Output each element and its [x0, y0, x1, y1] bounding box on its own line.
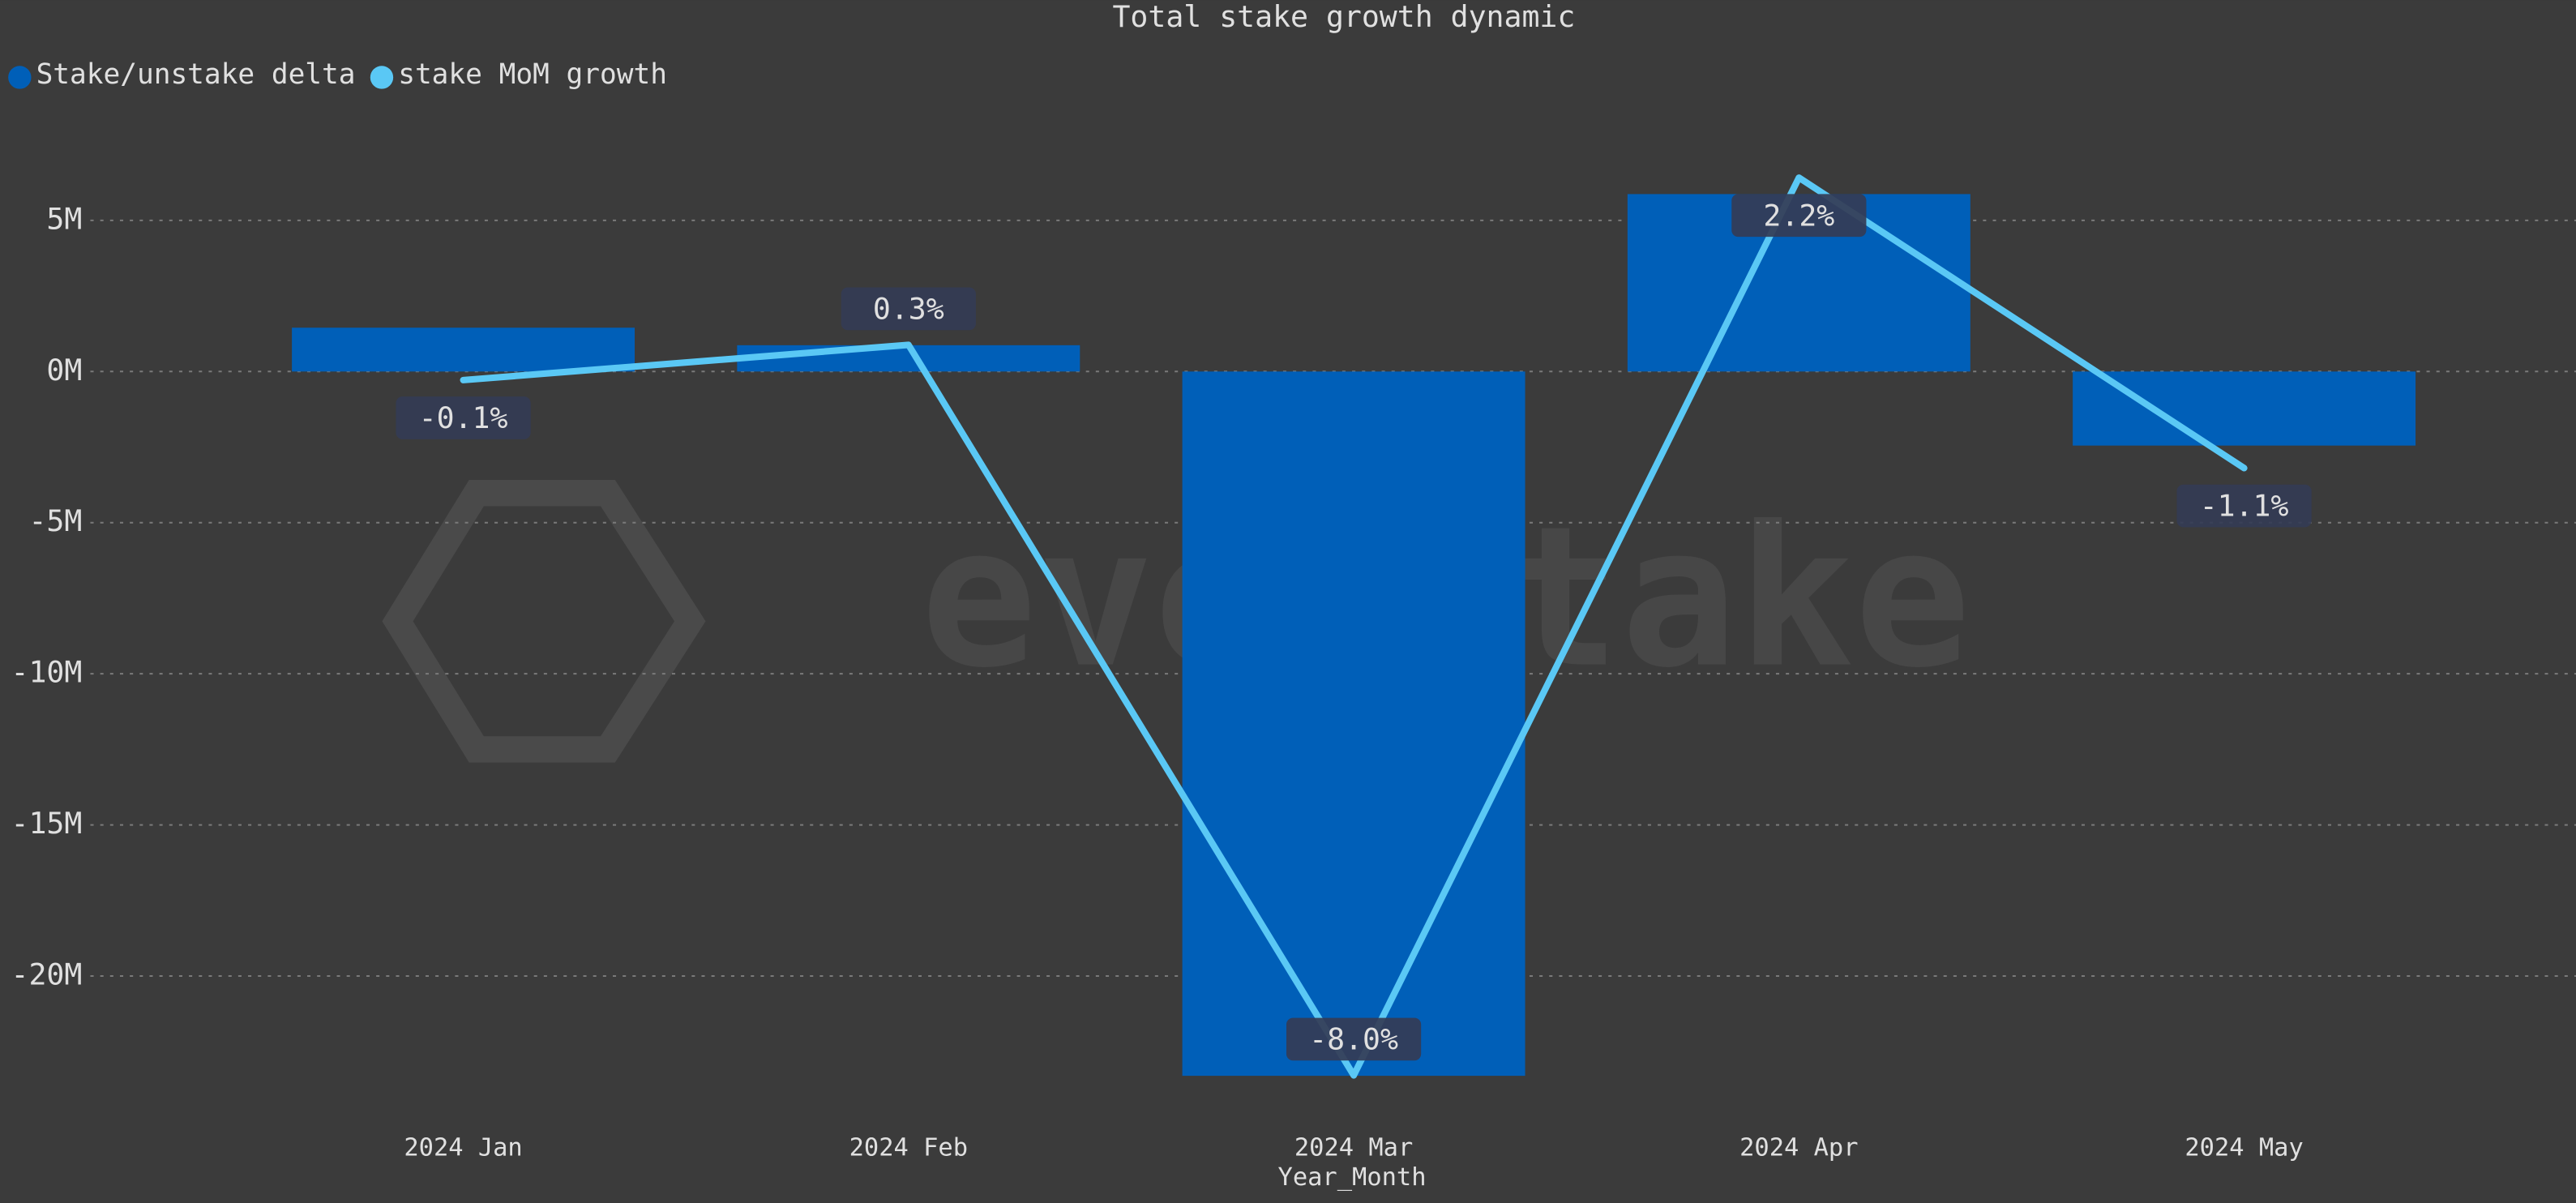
data-label-box [396, 396, 531, 439]
x-tick-label: 2024 Feb [849, 1133, 968, 1162]
data-label-group: 0.3% [841, 287, 976, 331]
x-tick-label: 2024 Apr [1739, 1133, 1858, 1162]
x-tick-label: 2024 Jan [404, 1133, 522, 1162]
data-label: 0.3% [873, 291, 944, 326]
data-label: 2.2% [1763, 198, 1834, 233]
data-label-group: -1.1% [2176, 484, 2312, 528]
watermark-logo [382, 480, 706, 763]
bar [1182, 371, 1525, 1077]
legend-marker [8, 66, 32, 89]
data-label-group: 2.2% [1731, 194, 1867, 238]
y-tick-label: -20M [11, 957, 83, 992]
legend-label: Stake/unstake delta [36, 58, 356, 91]
data-label: -0.1% [419, 400, 508, 435]
bar [292, 328, 635, 372]
data-label-group: -0.1% [396, 396, 531, 439]
legend-label: stake MoM growth [398, 58, 667, 91]
data-label: -8.0% [1309, 1021, 1398, 1056]
y-tick-label: -15M [11, 806, 83, 841]
y-tick-label: 5M [46, 201, 82, 236]
data-label-box [841, 287, 976, 331]
data-label-group: -8.0% [1286, 1017, 1422, 1061]
y-tick-label: 0M [46, 353, 82, 387]
legend-marker [370, 66, 394, 89]
y-tick-label: -10M [11, 655, 83, 690]
data-label: -1.1% [2200, 489, 2289, 524]
data-label-box [1286, 1017, 1422, 1061]
x-tick-label: 2024 May [2184, 1133, 2303, 1162]
data-label-box [2176, 484, 2312, 528]
y-tick-label: -5M [28, 503, 82, 538]
x-tick-label: 2024 Mar [1294, 1133, 1413, 1162]
line [460, 174, 2248, 1079]
x-axis-title: Year_Month [1278, 1163, 1427, 1192]
chart-title: Total stake growth dynamic [1112, 0, 1575, 34]
bar [2073, 371, 2416, 446]
data-label-box [1731, 194, 1867, 238]
